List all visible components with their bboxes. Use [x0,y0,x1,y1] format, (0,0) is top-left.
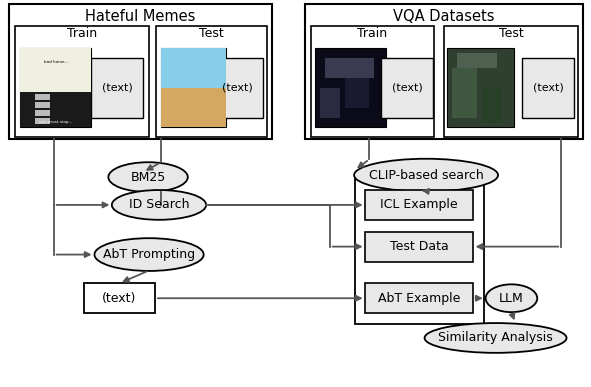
Text: (text): (text) [392,83,423,93]
FancyBboxPatch shape [35,94,50,100]
Ellipse shape [486,284,537,312]
Text: (text): (text) [102,292,137,305]
FancyBboxPatch shape [161,48,226,127]
FancyBboxPatch shape [305,4,583,139]
FancyBboxPatch shape [9,4,272,139]
FancyBboxPatch shape [444,26,578,137]
Text: BM25: BM25 [131,171,165,183]
Text: (text): (text) [222,83,253,93]
FancyBboxPatch shape [35,110,50,116]
FancyBboxPatch shape [482,88,502,123]
Ellipse shape [112,190,206,220]
Text: Train: Train [67,27,97,39]
Ellipse shape [108,162,188,192]
FancyBboxPatch shape [365,190,473,220]
FancyBboxPatch shape [381,58,433,118]
Ellipse shape [354,159,498,192]
Text: AbT Example: AbT Example [378,292,460,305]
FancyBboxPatch shape [355,179,483,324]
Text: (text): (text) [102,83,132,93]
Text: AbT Prompting: AbT Prompting [103,248,195,261]
FancyBboxPatch shape [161,48,226,88]
Text: CLIP-based search: CLIP-based search [369,169,483,182]
Text: Hateful Memes: Hateful Memes [86,9,196,24]
FancyBboxPatch shape [20,92,92,127]
FancyBboxPatch shape [452,68,477,118]
FancyBboxPatch shape [20,48,92,127]
Text: LLM: LLM [499,292,524,305]
FancyBboxPatch shape [20,48,92,92]
Text: VQA Datasets: VQA Datasets [393,9,495,24]
FancyBboxPatch shape [365,232,473,262]
Text: ID Search: ID Search [129,199,189,211]
FancyBboxPatch shape [320,88,340,118]
FancyBboxPatch shape [83,283,155,313]
Text: (text): (text) [533,83,564,93]
FancyBboxPatch shape [365,283,473,313]
FancyBboxPatch shape [325,58,375,78]
FancyBboxPatch shape [522,58,574,118]
FancyBboxPatch shape [35,118,50,123]
FancyBboxPatch shape [35,102,50,108]
Ellipse shape [424,323,567,353]
FancyBboxPatch shape [345,68,369,108]
FancyBboxPatch shape [311,26,434,137]
Text: Test Data: Test Data [389,240,449,253]
Text: bad horse...: bad horse... [44,60,68,64]
FancyBboxPatch shape [212,58,263,118]
Text: Test: Test [499,27,523,39]
Text: Train: Train [358,27,388,39]
FancyBboxPatch shape [92,58,143,118]
Text: you must stop...: you must stop... [39,120,72,124]
Ellipse shape [95,238,204,271]
FancyBboxPatch shape [457,53,496,68]
FancyBboxPatch shape [156,26,267,137]
Text: ICL Example: ICL Example [380,199,458,211]
FancyBboxPatch shape [15,26,149,137]
Text: Similarity Analysis: Similarity Analysis [438,331,553,344]
Text: Test: Test [199,27,224,39]
FancyBboxPatch shape [315,48,387,127]
FancyBboxPatch shape [447,48,514,127]
FancyBboxPatch shape [161,88,226,127]
